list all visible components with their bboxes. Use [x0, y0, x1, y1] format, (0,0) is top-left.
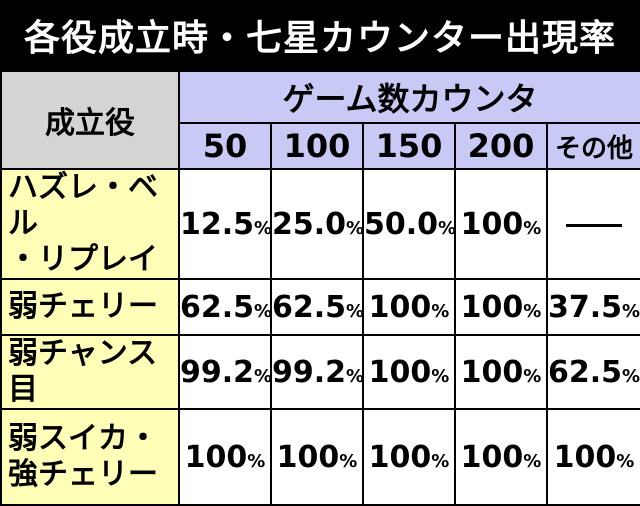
column-header: その他 [545, 122, 640, 170]
value-number: 37.5 [548, 289, 623, 325]
percent-unit: % [346, 217, 365, 239]
value-number: 99.2 [272, 354, 347, 390]
column-header: 100 [270, 122, 364, 170]
percent-unit: % [339, 450, 358, 472]
value-number: 62.5 [548, 354, 623, 390]
value-cell: 62.5% [178, 278, 273, 336]
percent-unit: % [254, 217, 273, 239]
column-group-label: ゲーム数カウンタ [177, 70, 640, 124]
table-row: 弱スイカ・ 強チェリー 100% 100% 100% 100% 100% [0, 408, 640, 506]
column-header: 150 [362, 122, 456, 170]
percent-unit: % [616, 450, 635, 472]
percent-unit: % [431, 365, 450, 387]
column-header: 200 [454, 122, 548, 170]
row-header-title: 成立役 [0, 70, 180, 170]
value-number: 25.0 [272, 206, 347, 242]
value-cell: 100% [362, 334, 456, 410]
page-title: 各役成立時・七星カウンター出現率 [0, 0, 640, 70]
value-number: 100 [460, 354, 524, 390]
row-label-line: 強チェリー [8, 457, 158, 492]
percent-unit: % [523, 217, 542, 239]
value-cell: 100% [362, 408, 456, 506]
row-label-line: 弱チャンス目 [8, 336, 158, 407]
value-cell: 62.5% [545, 334, 640, 410]
percent-unit: % [523, 300, 542, 322]
table-row: 弱チャンス目 99.2% 99.2% 100% 100% 62.5% [0, 334, 640, 410]
percent-unit: % [622, 365, 640, 387]
percent-unit: % [431, 300, 450, 322]
table-row: ハズレ・ベル ・リプレイ 12.5% 25.0% 50.0% 100% [0, 168, 640, 280]
value-number: 99.2 [180, 354, 255, 390]
value-number: 100 [184, 439, 248, 475]
percent-unit: % [438, 217, 457, 239]
value-number: 12.5 [180, 206, 255, 242]
value-cell: 100% [270, 408, 364, 506]
percent-unit: % [346, 300, 365, 322]
percent-unit: % [622, 300, 640, 322]
value-cell: 50.0% [362, 168, 457, 280]
row-label: 弱チャンス目 [0, 334, 180, 410]
percent-unit: % [523, 450, 542, 472]
value-cell: 25.0% [270, 168, 365, 280]
value-cell: 100% [178, 408, 272, 506]
value-cell: 100% [454, 334, 548, 410]
value-cell: 100% [362, 278, 456, 336]
row-label-line: 弱スイカ・ [8, 421, 158, 456]
value-number: 100 [460, 289, 524, 325]
value-cell: 12.5% [178, 168, 273, 280]
row-label-line: 弱チェリー [8, 289, 158, 324]
value-cell: 100% [545, 408, 640, 506]
value-number: 100 [276, 439, 340, 475]
value-cell: 99.2% [178, 334, 273, 410]
value-cell: 99.2% [270, 334, 365, 410]
value-number: 50.0 [364, 206, 439, 242]
value-number: 100 [553, 439, 617, 475]
table-row: 弱チェリー 62.5% 62.5% 100% 100% 37.5% [0, 278, 640, 336]
row-label: ハズレ・ベル ・リプレイ [0, 168, 180, 280]
value-cell: 100% [454, 278, 548, 336]
row-label: 弱チェリー [0, 278, 180, 336]
value-cell [545, 168, 640, 280]
value-cell: 100% [454, 408, 548, 506]
row-label-line: ・リプレイ [8, 242, 158, 277]
value-number: 100 [368, 439, 432, 475]
probability-table: 成立役 ゲーム数カウンタ 50 100 150 200 その他 ハズレ・ベル ・リ… [0, 70, 640, 506]
percent-unit: % [247, 450, 266, 472]
row-label: 弱スイカ・ 強チェリー [0, 408, 180, 506]
percent-unit: % [254, 300, 273, 322]
dash-mark [566, 223, 622, 227]
value-cell: 100% [454, 168, 548, 280]
value-number: 62.5 [180, 289, 255, 325]
value-cell: 62.5% [270, 278, 365, 336]
value-number: 62.5 [272, 289, 347, 325]
value-number: 100 [368, 289, 432, 325]
row-label-line: ハズレ・ベル [8, 170, 158, 241]
value-number: 100 [368, 354, 432, 390]
value-number: 100 [460, 206, 524, 242]
percent-unit: % [523, 365, 542, 387]
percent-unit: % [346, 365, 365, 387]
value-cell: 37.5% [545, 278, 640, 336]
value-number: 100 [460, 439, 524, 475]
column-header: 50 [178, 122, 272, 170]
percent-unit: % [431, 450, 450, 472]
percent-unit: % [254, 365, 273, 387]
